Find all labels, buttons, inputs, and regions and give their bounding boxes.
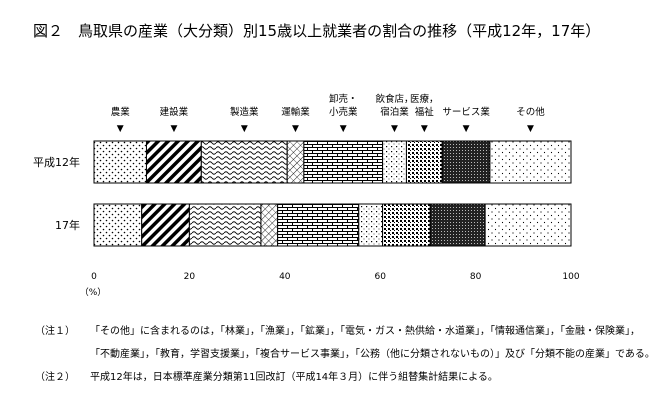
note-label: （注１） — [35, 326, 75, 337]
legend-label: 小売業 — [329, 106, 358, 118]
bar-segment-4-row-2 — [260, 203, 279, 247]
note-label: （注２） — [35, 372, 75, 383]
legend-label: 福祉 — [415, 106, 435, 118]
bar-segment-7-row-1 — [405, 140, 443, 184]
legend-label: サービス業 — [442, 106, 490, 118]
bar-segment-1-row-2 — [93, 203, 143, 247]
legend-marker: ▼ — [391, 124, 398, 134]
bar-segment-8-row-2 — [429, 203, 486, 247]
legend-label: 飲食店， — [375, 93, 413, 105]
x-tick-label: 20 — [184, 272, 196, 282]
bar-segment-5-row-1 — [303, 140, 384, 184]
bar-segment-3-row-1 — [200, 140, 288, 184]
x-tick-label: 40 — [279, 272, 291, 282]
chart-title: 図２ 鳥取県の産業（大分類）別15歳以上就業者の割合の推移（平成12年，17年） — [33, 22, 601, 40]
bar-segment-6-row-1 — [382, 140, 407, 184]
legend-marker: ▼ — [421, 124, 428, 134]
legend-marker: ▼ — [241, 124, 248, 134]
legend-label: その他 — [516, 106, 545, 118]
stacked-bar-chart: 農業 ▼ 建設業 ▼ 製造業 ▼ 運輸業 ▼ 卸売・小売業 ▼ 飲食店，宿泊業 ▼ 医療，福祉 ▼ サービス… — [33, 93, 580, 298]
bar-segment-8-row-1 — [441, 140, 491, 184]
legend-label: 建設業 — [160, 106, 189, 118]
x-tick-label: 100 — [562, 272, 579, 282]
note-line: 平成12年は，日本標準産業分類第11回改訂（平成14年３月）に伴う組替集計結果に… — [90, 372, 498, 383]
bar-segment-4-row-1 — [286, 140, 305, 184]
bar-segment-2-row-2 — [141, 203, 190, 247]
legend-label: 運輸業 — [281, 106, 310, 118]
legend-label: 農業 — [111, 106, 131, 118]
category-label: 17年 — [55, 218, 80, 232]
bar-segment-9-row-2 — [484, 203, 572, 247]
legend-marker: ▼ — [463, 124, 470, 134]
note-line: 「不動産業」，「教育，学習支援業」，「複合サービス事業」，「公務（他に分類されな… — [90, 349, 655, 360]
legend-marker: ▼ — [340, 124, 347, 134]
bar-segment-5-row-2 — [277, 203, 360, 247]
x-tick-label: 0 — [91, 272, 97, 282]
legend-label: 製造業 — [230, 106, 259, 118]
bar-segment-1-row-1 — [93, 140, 147, 184]
x-tick-label: 60 — [374, 272, 386, 282]
legend-label: 宿泊業 — [380, 106, 409, 118]
legend-label: 卸売・ — [329, 93, 358, 105]
legend-marker: ▼ — [170, 124, 177, 134]
bar-segment-2-row-1 — [145, 140, 202, 184]
legend-marker: ▼ — [527, 124, 534, 134]
bar-segment-7-row-2 — [382, 203, 431, 247]
bar-segment-3-row-2 — [188, 203, 262, 247]
x-tick-label: 80 — [470, 272, 482, 282]
category-label: 平成12年 — [33, 155, 80, 169]
note-line: 「その他」に含まれるのは，「林業」，「漁業」，「鉱業」，「電気・ガス・熱供給・水… — [90, 326, 640, 337]
legend-marker: ▼ — [292, 124, 299, 134]
legend-label: 医療， — [410, 93, 439, 105]
bar-segment-9-row-1 — [489, 140, 572, 184]
x-unit-label: （%） — [80, 287, 107, 298]
bar-segment-6-row-2 — [358, 203, 384, 247]
legend-marker: ▼ — [117, 124, 124, 134]
